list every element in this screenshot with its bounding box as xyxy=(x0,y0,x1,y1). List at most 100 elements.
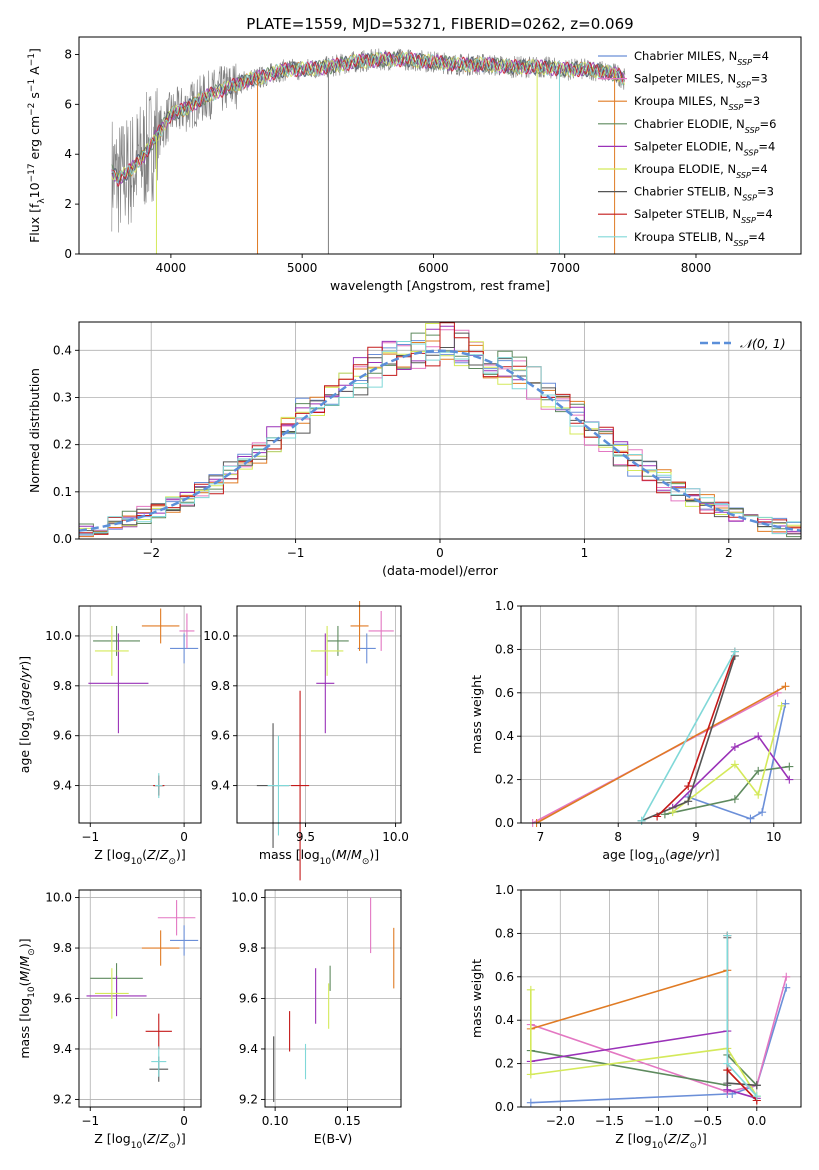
y-tick-label: 9.4 xyxy=(239,1042,258,1056)
errorbar-point xyxy=(155,773,163,799)
y-tick-label: 0.6 xyxy=(495,970,514,984)
x-tick-label: 6000 xyxy=(418,261,449,275)
y-axis-label: Normed distribution xyxy=(27,368,42,493)
weight-point-marker xyxy=(526,1070,535,1079)
errorbar-point xyxy=(94,968,129,1019)
model-spectrum-line xyxy=(111,51,625,182)
y-tick-label: 10.0 xyxy=(45,629,72,643)
y-tick-label: 0.4 xyxy=(53,343,72,357)
plot-frame xyxy=(78,36,802,255)
errorbar-point xyxy=(357,633,376,664)
errorbar-point xyxy=(316,633,335,734)
x-axis-label: wavelength [Angstrom, rest frame] xyxy=(330,278,550,293)
weight-point-marker xyxy=(754,766,763,775)
errorbar-point xyxy=(170,633,199,664)
errorbar-point xyxy=(141,930,180,966)
errorbar-point xyxy=(94,625,129,676)
weight-vs-Z-chart: −2.0 −1.5 −1.0 −0.5 0.0 0.0 0.2 0.4 0.6 0.8 1.0 Z [… xyxy=(469,883,802,1151)
weight-point-marker xyxy=(723,1059,732,1068)
weight-series-line xyxy=(672,735,790,809)
y-tick-label: 9.4 xyxy=(53,779,72,793)
errorbar-point xyxy=(267,735,290,836)
y-tick-label: 10.0 xyxy=(231,891,258,905)
y-tick-label: 0.1 xyxy=(53,485,72,499)
x-tick-label: −2.0 xyxy=(546,1114,575,1128)
errorbar-point xyxy=(86,975,147,1017)
weight-point-marker xyxy=(746,814,755,823)
weight-point-marker xyxy=(752,1081,761,1090)
y-tick-label: 9.8 xyxy=(53,941,72,955)
weight-point-marker xyxy=(684,782,693,791)
x-tick-label: 7 xyxy=(537,830,545,844)
y-tick-label: 9.6 xyxy=(239,992,258,1006)
weight-point-marker xyxy=(684,797,693,806)
spectrum-chart: 4000 5000 6000 7000 8000 0 2 4 6 8 wavelength [Ang… xyxy=(27,36,802,293)
x-tick-label: −1.0 xyxy=(644,1114,673,1128)
weight-point-marker xyxy=(781,682,790,691)
residuals-chart: −2 −1 0 1 2 0.0 0.1 0.2 0.3 0.4 (data-model)/error… xyxy=(27,321,802,578)
weight-point-marker xyxy=(723,931,732,940)
y-tick-label: 0.8 xyxy=(495,926,514,940)
weight-point-marker xyxy=(754,790,763,799)
weight-point-marker xyxy=(785,762,794,771)
y-tick-label: 9.4 xyxy=(211,779,230,793)
x-axis-label: mass [log10(M/M⊙)] xyxy=(259,847,379,867)
weight-point-marker xyxy=(752,1092,761,1101)
x-axis-label: Z [log10(Z/Z⊙)] xyxy=(615,1131,707,1151)
y-tick-label: 0.0 xyxy=(495,816,514,830)
errorbar-point xyxy=(145,1013,172,1049)
x-tick-label: −2 xyxy=(142,546,160,560)
weight-point-marker xyxy=(526,1098,535,1107)
plot-frame xyxy=(78,605,202,824)
y-tick-label: 1.0 xyxy=(495,599,514,613)
y-tick-label: 2 xyxy=(64,197,72,211)
y-tick-label: 0 xyxy=(64,247,72,261)
errorbar-point xyxy=(170,925,199,956)
y-tick-label: 0.2 xyxy=(495,1057,514,1071)
y-axis-label: Flux [fλ10−17 erg cm−2 s−1 A−1] xyxy=(27,48,47,243)
figure-title: PLATE=1559, MJD=53271, FIBERID=0262, z=0… xyxy=(246,15,633,33)
y-tick-label: 0.2 xyxy=(495,773,514,787)
y-tick-label: 0.8 xyxy=(495,642,514,656)
legend-label: Chabrier STELIB, NSSP=3 xyxy=(634,185,774,203)
weight-series-line xyxy=(664,765,790,816)
weight-series-line xyxy=(530,989,758,1097)
spectrum-plot-area xyxy=(111,48,626,254)
x-tick-label: −1 xyxy=(81,1114,99,1128)
y-axis-label: mass [log10(M/M⊙)] xyxy=(17,938,37,1058)
plot-frame xyxy=(520,889,802,1108)
y-axis-label: age [log10(age/yr)] xyxy=(17,656,37,773)
weight-series-line xyxy=(536,685,786,824)
mass-vs-EBV-chart: 0.10 0.15 9.2 9.4 9.6 9.8 10.0 E(B-V) xyxy=(231,889,402,1146)
errorbar-point xyxy=(310,625,344,676)
legend-label: Kroupa ELODIE, NSSP=4 xyxy=(634,162,768,180)
y-tick-label: 0.3 xyxy=(53,390,72,404)
x-tick-label: 0 xyxy=(180,1114,188,1128)
x-axis-label: (data-model)/error xyxy=(382,563,499,578)
weight-point-marker xyxy=(754,732,763,741)
x-tick-label: 9 xyxy=(692,830,700,844)
residual-histogram xyxy=(79,341,801,536)
y-tick-label: 0.6 xyxy=(495,686,514,700)
weight-point-marker xyxy=(730,795,739,804)
weight-series-line xyxy=(530,976,788,1093)
weight-point-marker xyxy=(668,808,677,817)
y-tick-label: 0.2 xyxy=(53,438,72,452)
y-tick-label: 10.0 xyxy=(45,891,72,905)
weight-point-marker xyxy=(758,808,767,817)
x-axis-label: Z [log10(Z/Z⊙)] xyxy=(94,847,186,867)
weight-vs-age-chart: 7 8 9 10 0.0 0.2 0.4 0.6 0.8 1.0 age [log10(age/yr… xyxy=(469,599,802,867)
x-axis-label: E(B-V) xyxy=(314,1131,353,1146)
y-tick-label: 9.8 xyxy=(239,941,258,955)
y-tick-label: 9.2 xyxy=(239,1092,258,1106)
x-tick-label: 4000 xyxy=(156,261,187,275)
errorbar-point xyxy=(88,633,149,734)
weight-point-marker xyxy=(526,985,535,994)
plot-frame xyxy=(520,605,802,824)
legend-label: Salpeter STELIB, NSSP=4 xyxy=(634,207,773,225)
y-tick-label: 8 xyxy=(64,47,72,61)
weight-point-marker xyxy=(730,760,739,769)
x-tick-label: −0.5 xyxy=(693,1114,722,1128)
model-spectrum-line xyxy=(111,51,626,184)
